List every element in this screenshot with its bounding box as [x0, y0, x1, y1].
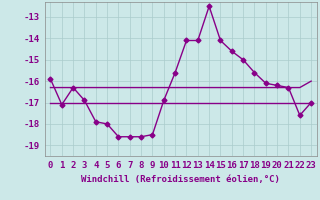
- X-axis label: Windchill (Refroidissement éolien,°C): Windchill (Refroidissement éolien,°C): [81, 175, 280, 184]
